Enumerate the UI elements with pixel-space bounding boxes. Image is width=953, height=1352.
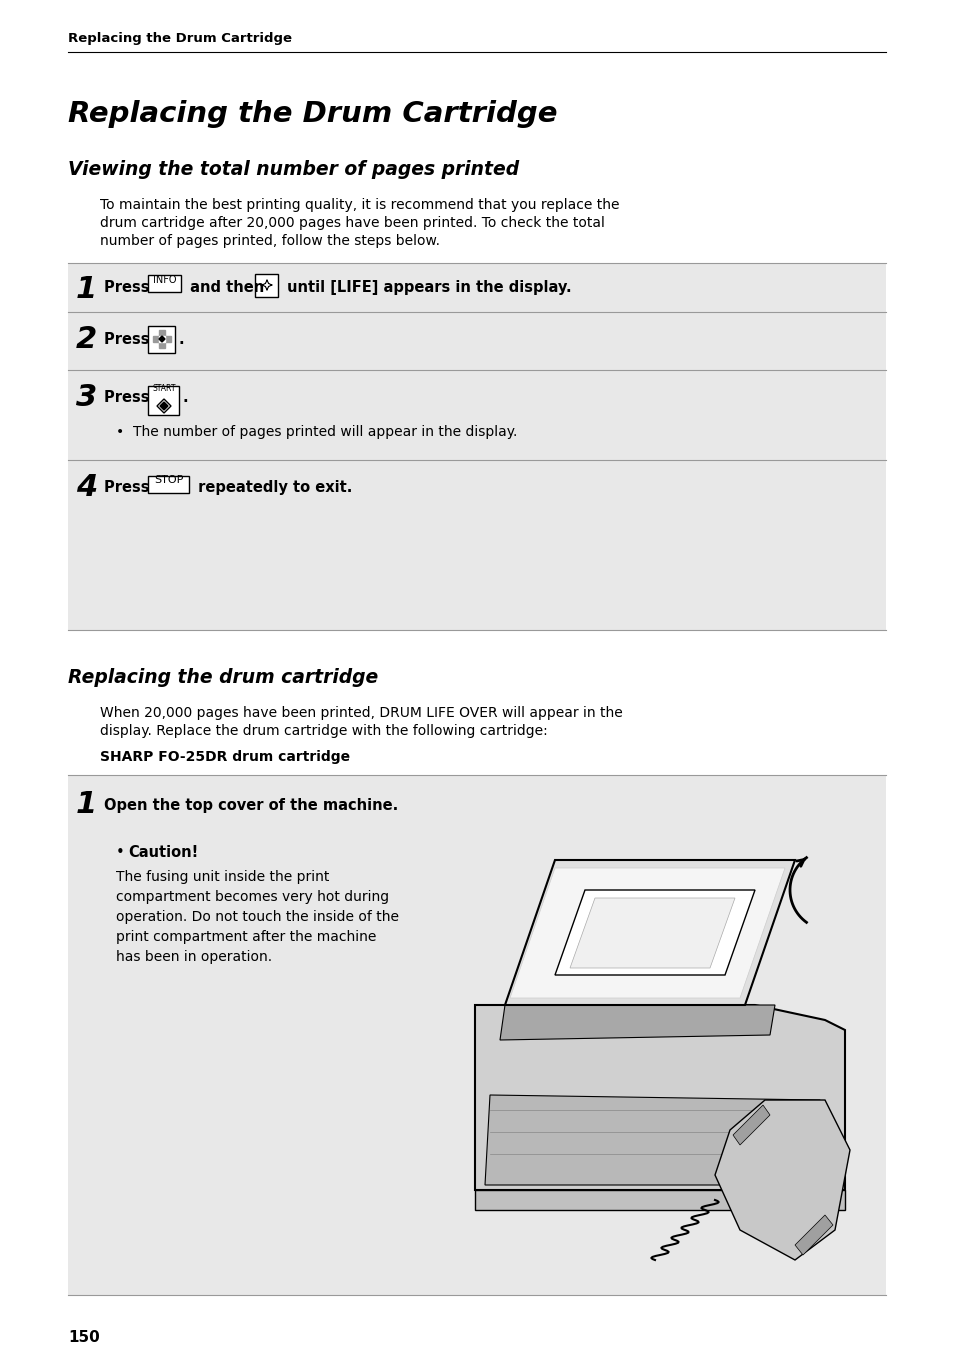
Text: drum cartridge after 20,000 pages have been printed. To check the total: drum cartridge after 20,000 pages have b… [100,216,604,230]
Text: 150: 150 [68,1330,100,1345]
Text: Press: Press [104,389,154,406]
Text: •  The number of pages printed will appear in the display.: • The number of pages printed will appea… [116,425,517,439]
Polygon shape [714,1101,849,1260]
Text: has been in operation.: has been in operation. [116,950,272,964]
Text: SHARP FO-25DR drum cartridge: SHARP FO-25DR drum cartridge [100,750,350,764]
FancyBboxPatch shape [149,274,181,292]
FancyBboxPatch shape [149,385,179,415]
Polygon shape [555,890,754,975]
Polygon shape [159,337,165,342]
Text: .: . [183,389,189,406]
Text: repeatedly to exit.: repeatedly to exit. [193,480,352,495]
Polygon shape [504,860,794,1005]
FancyBboxPatch shape [149,476,190,492]
Text: Press: Press [104,333,154,347]
Polygon shape [159,330,165,347]
Text: Open the top cover of the machine.: Open the top cover of the machine. [104,798,397,813]
Text: until [LIFE] appears in the display.: until [LIFE] appears in the display. [282,280,571,295]
Polygon shape [475,1190,844,1210]
Text: Replacing the drum cartridge: Replacing the drum cartridge [68,668,377,687]
Text: print compartment after the machine: print compartment after the machine [116,930,376,944]
Text: Press: Press [104,280,154,295]
Text: Replacing the Drum Cartridge: Replacing the Drum Cartridge [68,32,292,45]
Text: To maintain the best printing quality, it is recommend that you replace the: To maintain the best printing quality, i… [100,197,618,212]
Polygon shape [484,1095,824,1184]
Polygon shape [499,1005,774,1040]
Text: display. Replace the drum cartridge with the following cartridge:: display. Replace the drum cartridge with… [100,725,547,738]
Polygon shape [159,337,165,342]
Text: 2: 2 [76,324,97,354]
Text: 1: 1 [76,790,97,819]
FancyBboxPatch shape [68,775,885,1295]
FancyBboxPatch shape [255,273,278,296]
Polygon shape [794,1215,832,1255]
Text: operation. Do not touch the inside of the: operation. Do not touch the inside of th… [116,910,398,923]
Text: Replacing the Drum Cartridge: Replacing the Drum Cartridge [68,100,557,128]
Text: The fusing unit inside the print: The fusing unit inside the print [116,869,329,884]
Text: Press: Press [104,480,154,495]
Text: Viewing the total number of pages printed: Viewing the total number of pages printe… [68,160,518,178]
Polygon shape [152,337,171,342]
Text: •: • [116,845,130,860]
Text: .: . [179,333,185,347]
Polygon shape [732,1105,769,1145]
Polygon shape [569,898,734,968]
Text: Caution!: Caution! [128,845,198,860]
Polygon shape [475,1005,844,1190]
Text: 1: 1 [76,274,97,304]
Text: compartment becomes very hot during: compartment becomes very hot during [116,890,389,904]
FancyBboxPatch shape [149,326,175,353]
Text: When 20,000 pages have been printed, DRUM LIFE OVER will appear in the: When 20,000 pages have been printed, DRU… [100,706,622,721]
FancyBboxPatch shape [68,264,885,630]
Polygon shape [510,868,784,998]
Text: 3: 3 [76,383,97,412]
Text: STOP: STOP [154,475,184,485]
Text: number of pages printed, follow the steps below.: number of pages printed, follow the step… [100,234,439,247]
Text: START: START [152,384,175,393]
Text: and then: and then [185,280,269,295]
Text: 4: 4 [76,473,97,502]
Polygon shape [160,402,168,410]
Text: INFO: INFO [153,274,176,285]
